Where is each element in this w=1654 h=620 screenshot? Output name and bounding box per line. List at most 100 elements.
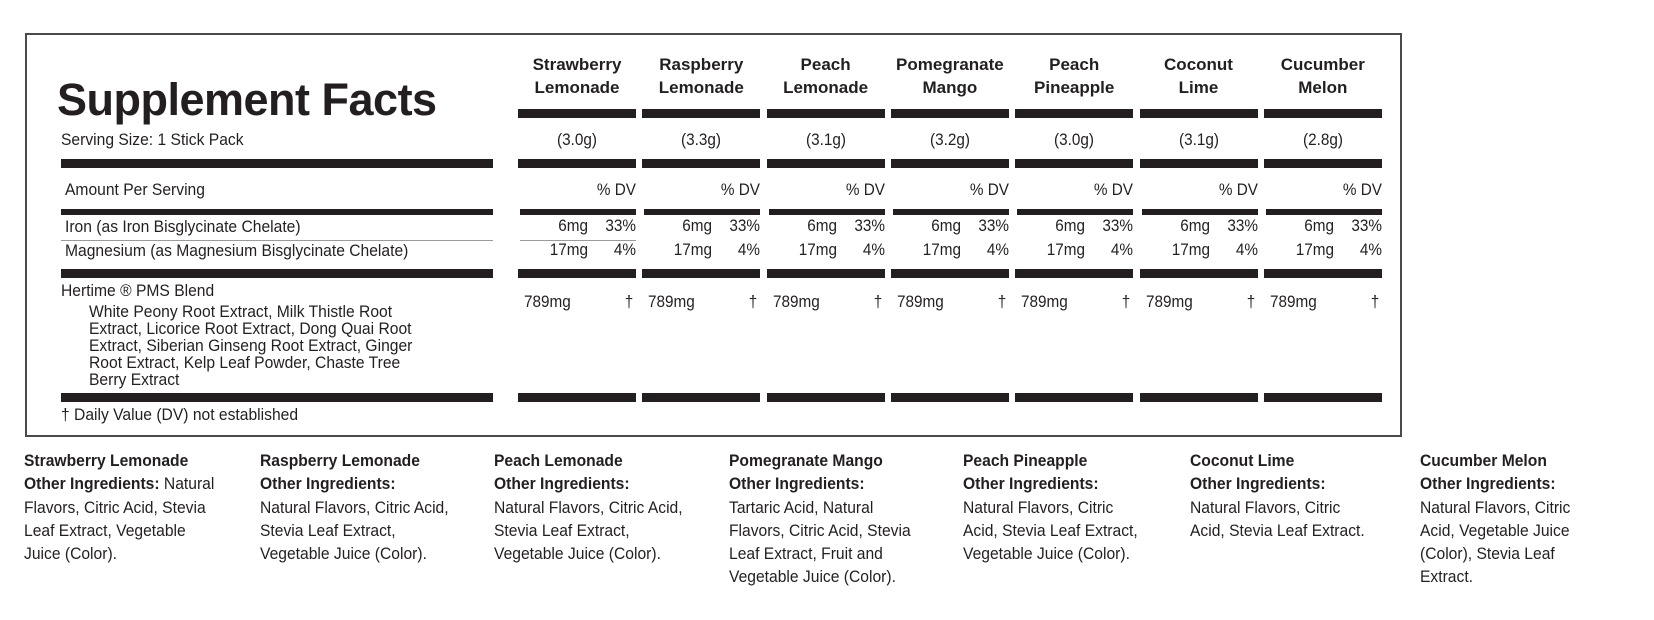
divider-bar (1141, 209, 1258, 215)
divider-bar (1263, 109, 1382, 118)
ingredient-text: Stevia Leaf Extract, (260, 520, 396, 540)
flavor-header-line: Cucumber (1280, 55, 1365, 74)
blend-dv: † (1370, 292, 1380, 311)
nutrient-amount: 6mg (806, 216, 837, 235)
nutrient-dv: 4% (613, 240, 636, 259)
ingredient-text: Stevia Leaf Extract, (494, 520, 630, 540)
flavor-header-line: Raspberry (659, 55, 744, 74)
blend-dv: † (1246, 292, 1255, 311)
flavor-header: Raspberry Lemonade (639, 53, 763, 99)
nutrient-dv: 33% (729, 216, 761, 235)
divider-bar (642, 159, 761, 168)
other-ingredients-line: Other Ingredients: (1190, 472, 1365, 495)
flavor-header-line: Peach (800, 55, 851, 74)
ingredient-text: Vegetable Juice (Color). (260, 544, 427, 564)
divider-bar (518, 109, 636, 118)
other-ingredients-line: Other Ingredients: (963, 472, 1138, 495)
supplement-facts-panel (25, 33, 1402, 437)
ingredient-text: Acid, Stevia Leaf Extract. (1190, 520, 1365, 540)
blend-line: Berry Extract (89, 370, 180, 389)
row-divider (520, 240, 636, 241)
panel-title: Supplement Facts (57, 74, 437, 125)
other-ingredients-label: Other Ingredients: (494, 474, 630, 494)
other-ingredients-label: Other Ingredients: (963, 474, 1099, 494)
divider-bar (1017, 209, 1134, 215)
nutrient-dv: 4% (738, 240, 761, 259)
blend-dv: † (624, 292, 634, 311)
divider-bar (642, 109, 761, 118)
flavor-header: Peach Pineapple (1012, 53, 1136, 99)
divider-bar (892, 209, 1009, 215)
ingredient-text: Flavors, Citric Acid, Stevia (729, 520, 911, 540)
other-ingredients-block: Peach Pineapple Other Ingredients: Natural… (963, 449, 1138, 565)
divider-bar (766, 269, 885, 278)
nutrient-amount: 6mg (1304, 216, 1334, 235)
footnote: † Daily Value (DV) not established (61, 405, 299, 424)
flavor-name: Cucumber Melon (1420, 451, 1547, 470)
dv-header: % DV (721, 180, 761, 199)
divider-bar (1015, 269, 1134, 278)
nutrient-amount: 17mg (1046, 240, 1086, 259)
blend-dv: † (873, 292, 882, 311)
nutrient-dv: 33% (1351, 216, 1382, 235)
flavor-name: Raspberry Lemonade (260, 451, 420, 470)
dv-header: % DV (596, 180, 636, 199)
divider-bar (642, 393, 761, 402)
serving-weight: (2.8g) (1302, 130, 1343, 149)
serving-weight: (3.1g) (1178, 130, 1219, 149)
divider-bar (766, 393, 885, 402)
divider-bar (61, 209, 493, 215)
divider-bar (1263, 159, 1382, 168)
divider-bar (1139, 109, 1258, 118)
nutrient-dv: 4% (1359, 240, 1382, 259)
serving-weight: (3.0g) (557, 130, 597, 149)
divider-bar (1263, 269, 1382, 278)
flavor-name: Peach Lemonade (494, 451, 623, 470)
flavor-header-line: Lime (1178, 78, 1219, 97)
divider-bar (768, 209, 885, 215)
blend-amount: 789mg (772, 292, 820, 311)
other-ingredients-line: Other Ingredients: (260, 472, 449, 495)
other-ingredients-line: Other Ingredients: (729, 472, 911, 495)
divider-bar (766, 159, 885, 168)
ingredient-text: Natural Flavors, Citric (1190, 497, 1341, 517)
nutrient-amount: 6mg (558, 216, 588, 235)
nutrient-amount: 17mg (549, 240, 588, 259)
ingredient-text: Acid, Stevia Leaf Extract, (963, 520, 1138, 540)
other-ingredients-block: Raspberry Lemonade Other Ingredients: Natu… (260, 449, 449, 565)
flavor-header: Strawberry Lemonade (515, 53, 639, 99)
nutrient-amount: 6mg (1179, 216, 1210, 235)
nutrient-amount: 17mg (674, 240, 713, 259)
blend-amount: 789mg (524, 292, 571, 311)
row-divider (61, 240, 493, 241)
divider-bar (61, 159, 493, 168)
nutrient-dv: 33% (1102, 216, 1134, 235)
flavor-header-line: Lemonade (658, 78, 744, 97)
serving-weight: (3.1g) (805, 130, 846, 149)
divider-bar (766, 109, 885, 118)
blend-line: Extract, Siberian Ginseng Root Extract, … (89, 336, 413, 355)
ingredient-text: Tartaric Acid, Natural (729, 497, 874, 517)
nutrient-amount: 6mg (1055, 216, 1086, 235)
divider-bar (890, 393, 1009, 402)
nutrient-amount: 17mg (798, 240, 837, 259)
flavor-header-line: Lemonade (783, 78, 869, 97)
other-ingredients-label: Other Ingredients: (260, 474, 396, 494)
other-ingredients-block: Pomegranate Mango Other Ingredients: Tarta… (729, 449, 911, 589)
blend-dv: † (1121, 292, 1131, 311)
flavor-header: Coconut Lime (1137, 53, 1261, 99)
other-ingredients-line: Other Ingredients: Natural (24, 472, 214, 495)
divider-bar (520, 209, 636, 215)
blend-ingredients: White Peony Root Extract, Milk Thistle R… (89, 303, 412, 388)
divider-bar (61, 393, 493, 402)
other-ingredients-block: Peach Lemonade Other Ingredients: Natural … (494, 449, 683, 565)
nutrient-dv: 4% (1111, 240, 1134, 259)
other-ingredients-block: Strawberry Lemonade Other Ingredients: Na… (24, 449, 214, 565)
divider-bar (890, 109, 1009, 118)
divider-bar (890, 269, 1009, 278)
amount-per-serving: Amount Per Serving (65, 180, 205, 199)
ingredient-text: Vegetable Juice (Color). (729, 567, 896, 587)
other-ingredients-label: Other Ingredients: (1190, 474, 1326, 494)
ingredient-text: Natural Flavors, Citric Acid, (494, 497, 683, 517)
ingredient-text: Leaf Extract, Vegetable (24, 520, 186, 540)
